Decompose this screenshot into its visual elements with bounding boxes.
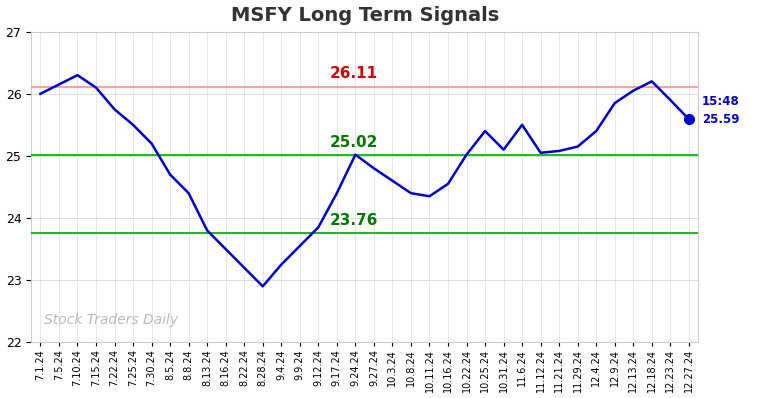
Text: Stock Traders Daily: Stock Traders Daily bbox=[45, 313, 179, 327]
Title: MSFY Long Term Signals: MSFY Long Term Signals bbox=[230, 6, 499, 25]
Text: 25.02: 25.02 bbox=[330, 135, 378, 150]
Text: 26.11: 26.11 bbox=[330, 66, 378, 81]
Text: 23.76: 23.76 bbox=[330, 213, 378, 228]
Text: 15:48: 15:48 bbox=[702, 96, 739, 108]
Text: 25.59: 25.59 bbox=[702, 113, 739, 126]
